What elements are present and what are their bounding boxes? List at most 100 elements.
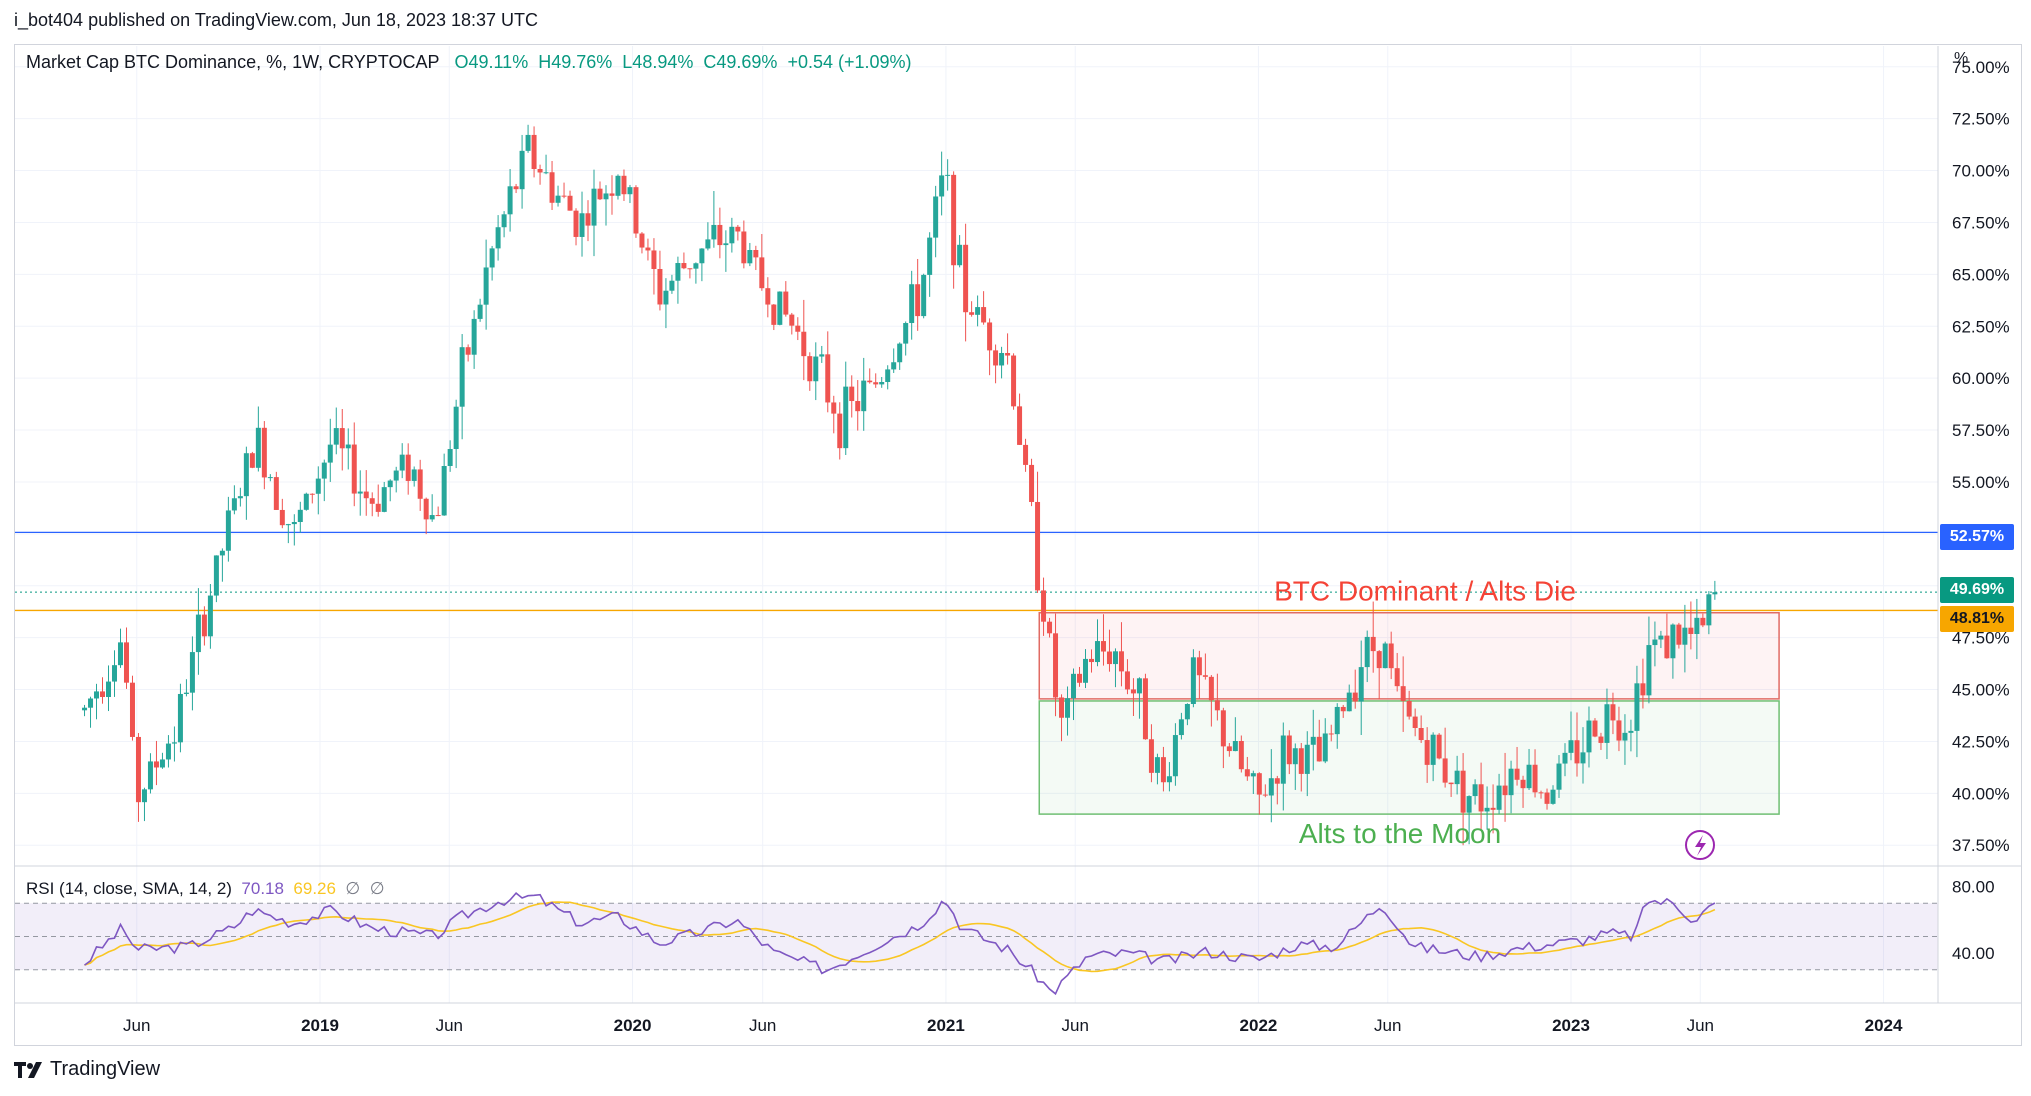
- candle-up: [321, 462, 327, 479]
- candle-up: [411, 469, 417, 481]
- time-tick-label: 2023: [1552, 1016, 1590, 1035]
- time-tick-label: 2019: [301, 1016, 339, 1035]
- candle-up: [711, 224, 717, 240]
- candle-up: [1304, 744, 1310, 774]
- candle-up: [1268, 778, 1274, 796]
- candle-down: [639, 233, 645, 248]
- candle-down: [129, 682, 135, 737]
- candle-up: [82, 707, 88, 711]
- price-tick-label: 65.00%: [1952, 265, 2010, 284]
- rsi-value: 70.18: [241, 879, 284, 898]
- rsi-tick-label: 80.00: [1952, 878, 1995, 897]
- candle-down: [717, 224, 723, 246]
- time-tick-label: Jun: [123, 1016, 150, 1035]
- candle-down: [1538, 792, 1544, 794]
- candle-up: [1364, 636, 1370, 668]
- candle-up: [1472, 784, 1478, 797]
- candle-down: [1148, 739, 1154, 773]
- candle-down: [1388, 643, 1394, 669]
- candle-down: [1041, 590, 1047, 622]
- tradingview-logo[interactable]: TradingView: [14, 1058, 160, 1081]
- candle-down: [1059, 697, 1065, 718]
- candle-up: [909, 284, 915, 324]
- candle-up: [1586, 720, 1592, 753]
- candle-up: [675, 263, 681, 281]
- candle-up: [723, 243, 729, 246]
- candle-down: [741, 231, 747, 264]
- candle-up: [225, 510, 231, 551]
- candle-down: [1017, 406, 1023, 445]
- candle-down: [1520, 779, 1526, 789]
- candle-down: [633, 187, 639, 234]
- candle-down: [561, 195, 567, 197]
- candle-up: [663, 290, 669, 305]
- candle-down: [1370, 636, 1376, 652]
- candle-down: [915, 284, 921, 317]
- candle-down: [867, 380, 873, 383]
- candle-down: [1376, 651, 1382, 669]
- candle-down: [1688, 627, 1694, 635]
- rsi-tick-label: 40.00: [1952, 944, 1995, 963]
- price-tick-label: 45.00%: [1952, 681, 2010, 700]
- candle-up: [819, 354, 825, 357]
- zone-label-bullish: Alts to the Moon: [1299, 818, 1501, 849]
- candle-down: [1214, 700, 1220, 711]
- brand-name: TradingView: [50, 1058, 161, 1080]
- time-tick-label: 2020: [614, 1016, 652, 1035]
- candle-up: [699, 248, 705, 264]
- candle-down: [1106, 651, 1112, 665]
- candle-up: [1430, 734, 1436, 765]
- candle-down: [1610, 704, 1616, 721]
- candle-down: [735, 226, 741, 232]
- candle-down: [1274, 778, 1280, 784]
- candle-up: [285, 524, 291, 526]
- price-tick-label: 57.50%: [1952, 421, 2010, 440]
- symbol-legend: Market Cap BTC Dominance, %, 1W, CRYPTOC…: [26, 52, 912, 73]
- zone-label-bearish: BTC Dominant / Alts Die: [1274, 576, 1576, 607]
- candle-down: [375, 503, 381, 512]
- candle-up: [1580, 752, 1586, 764]
- price-tag-orange: 48.81%: [1940, 606, 2014, 632]
- candle-up: [603, 193, 609, 200]
- candle-down: [1298, 748, 1304, 774]
- candle-up: [117, 642, 123, 666]
- change-value: +0.54 (+1.09%): [787, 52, 912, 72]
- candle-up: [1065, 698, 1071, 718]
- candle-down: [795, 325, 801, 332]
- candle-up: [1322, 733, 1328, 762]
- chart-frame[interactable]: [14, 44, 2022, 1046]
- candle-down: [849, 386, 855, 402]
- grid: [15, 46, 1938, 1003]
- candle-down: [831, 402, 837, 414]
- candle-down: [1394, 668, 1400, 687]
- candle-up: [1292, 748, 1298, 765]
- candle-down: [753, 250, 759, 258]
- candle-down: [687, 268, 693, 270]
- candle-up: [1658, 635, 1664, 640]
- candle-down: [765, 288, 771, 305]
- candle-down: [100, 691, 106, 698]
- candle-up: [999, 352, 1005, 366]
- candle-up: [1136, 678, 1142, 694]
- candle-down: [759, 257, 765, 289]
- candle-down: [1616, 720, 1622, 741]
- candle-up: [945, 174, 951, 176]
- lightning-icon-bolt: [1695, 835, 1706, 856]
- candle-up: [705, 239, 711, 249]
- tradingview-logo-icon: [14, 1061, 42, 1078]
- candle-down: [1442, 758, 1448, 783]
- rsi-empty-1: ∅: [345, 879, 361, 898]
- candle-down: [981, 307, 987, 323]
- candle-up: [591, 188, 597, 226]
- candle-up: [213, 555, 219, 596]
- candle-up: [669, 280, 675, 291]
- candle-down: [513, 186, 519, 190]
- candle-up: [243, 453, 249, 497]
- candle-down: [1256, 773, 1262, 795]
- candle-up: [1310, 736, 1316, 745]
- candle-down: [1130, 689, 1136, 694]
- candle-up: [507, 186, 513, 215]
- candle-up: [183, 692, 189, 694]
- candle-up: [777, 291, 783, 325]
